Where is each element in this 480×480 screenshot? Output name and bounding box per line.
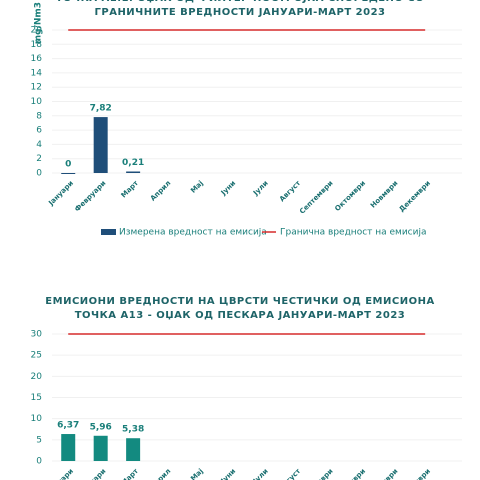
- x-tick-label: Јуни: [219, 179, 237, 197]
- x-tick-label: Март: [120, 179, 141, 200]
- x-tick-label: Февруари: [73, 179, 107, 213]
- bar: [126, 438, 141, 461]
- value-label: 7,82: [90, 104, 112, 114]
- legend-swatch: [101, 229, 116, 235]
- y-tick-label: 18: [31, 40, 43, 50]
- y-tick-label: 2: [36, 154, 42, 164]
- x-tick-label: Март: [120, 467, 141, 480]
- y-tick-label: 4: [36, 140, 42, 150]
- x-tick-label: Февруари: [73, 467, 107, 480]
- x-tick-label: Јули: [251, 467, 270, 480]
- x-tick-label: Август: [278, 467, 303, 480]
- y-tick-label: 0: [36, 169, 42, 179]
- x-tick-label: Август: [278, 179, 303, 204]
- y-tick-label: 5: [36, 435, 42, 445]
- y-tick-label: 30: [31, 330, 43, 340]
- legend-label: Гранична вредност на емисија: [280, 228, 427, 238]
- value-label: 0,21: [122, 158, 144, 168]
- bar: [126, 171, 141, 173]
- x-tick-label: Октомври: [333, 467, 367, 480]
- y-axis-label: mg/Nm3: [34, 2, 44, 44]
- x-tick-label: Април: [149, 179, 173, 203]
- y-tick-label: 6: [36, 126, 42, 136]
- y-tick-label: 25: [31, 351, 42, 361]
- value-label: 5,38: [122, 425, 144, 435]
- y-tick-label: 20: [31, 372, 43, 382]
- x-tick-label: Септември: [298, 179, 335, 216]
- y-tick-label: 8: [36, 111, 42, 121]
- bar: [61, 434, 76, 461]
- bar: [93, 117, 108, 173]
- x-tick-label: Новмври: [369, 179, 400, 210]
- y-tick-label: 12: [31, 83, 42, 93]
- x-tick-label: Мај: [189, 179, 205, 195]
- y-tick-label: 10: [31, 97, 43, 107]
- y-tick-label: 16: [31, 54, 43, 64]
- x-tick-label: Јуни: [219, 467, 237, 480]
- chart-title: ТОЧКА А13 - ОЏАК ОД ПЕСКАРА ЈАНУАРИ-МАРТ…: [75, 310, 406, 321]
- y-tick-label: 15: [31, 393, 42, 403]
- x-tick-label: Мај: [189, 467, 205, 480]
- x-tick-label: Јануари: [47, 179, 76, 208]
- bar: [61, 173, 76, 174]
- value-label: 5,96: [90, 422, 112, 432]
- x-tick-label: Декември: [398, 179, 432, 213]
- x-tick-label: Април: [149, 467, 173, 480]
- y-tick-label: 20: [31, 26, 43, 36]
- y-tick-label: 14: [31, 68, 43, 78]
- chart-title: ЕМИСИОНИ ВРЕДНОСТИ НА ЦВРСТИ ЧЕСТИЧКИ ОД…: [45, 296, 434, 307]
- x-tick-label: Октомври: [333, 179, 367, 213]
- legend-label: Измерена вредност на емисија: [119, 228, 267, 238]
- value-label: 0: [65, 160, 71, 170]
- y-tick-label: 10: [31, 414, 43, 424]
- x-tick-label: Декември: [398, 467, 432, 480]
- x-tick-label: Новмври: [369, 467, 400, 480]
- x-tick-label: Јули: [251, 179, 270, 198]
- value-label: 6,37: [57, 421, 79, 431]
- x-tick-label: Јануари: [47, 467, 76, 480]
- chart-title: ТОЧКА А1.1. ОЏАК ОД ФИЛТЕР ПОСТРОЈКА СПО…: [56, 0, 425, 4]
- y-tick-label: 0: [36, 457, 42, 467]
- x-tick-label: Септември: [298, 467, 335, 480]
- bar: [93, 435, 108, 461]
- chart-title: ГРАНИЧНИТЕ ВРЕДНОСТИ ЈАНУАРИ-МАРТ 2023: [95, 7, 386, 18]
